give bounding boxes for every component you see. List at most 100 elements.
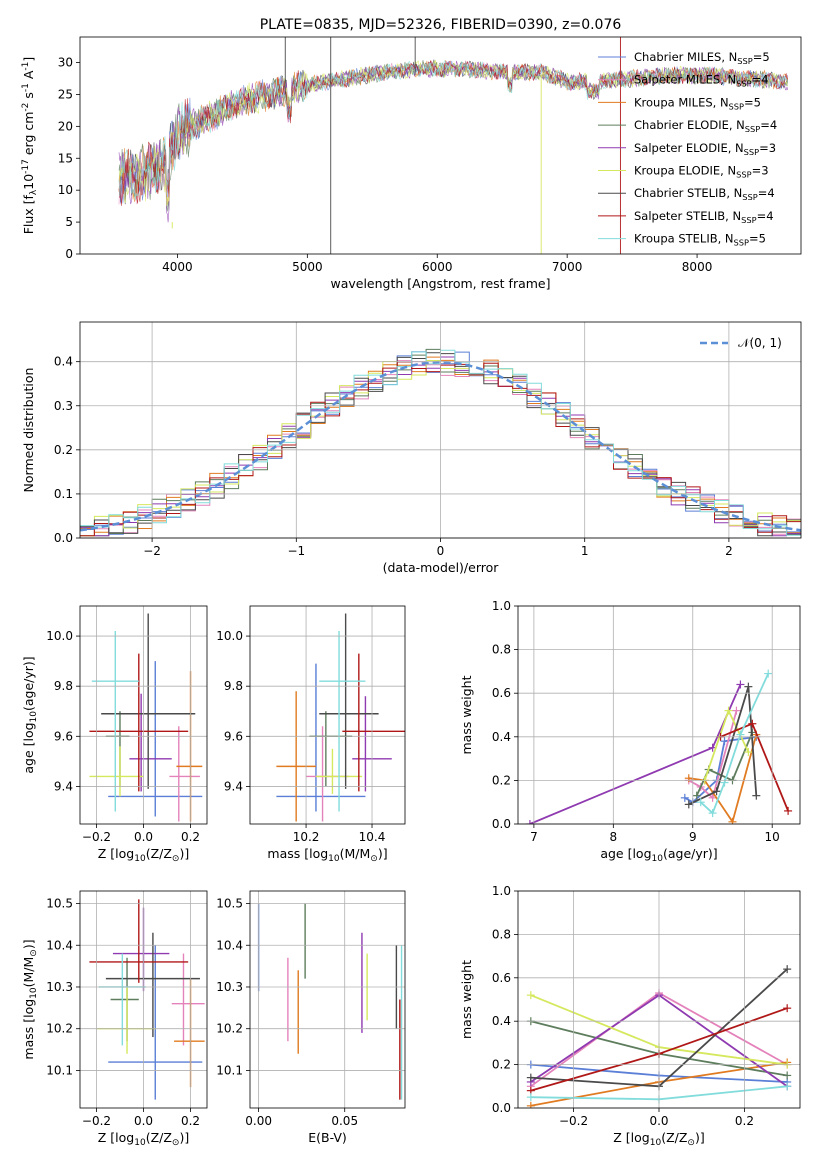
age-vs-metallicity-panel: −0.2 0.0 0.2 9.4 9.6 9.8 10.0 Z [log10(Z/Z⊙)] ag… [21, 605, 208, 864]
x-axis-label: wavelength [Angstrom, rest frame] [330, 276, 550, 291]
x-tick-label: −2 [143, 544, 161, 558]
x-tick-label: 0.0 [134, 1114, 153, 1128]
y-tick-label: 10.1 [216, 1063, 243, 1077]
x-tick-label: −0.2 [82, 1114, 111, 1128]
y-tick-label: 1.0 [492, 599, 511, 613]
plot-area: 0.00 0.05 10.1 10.2 10.3 10.4 10.5 E(B-V) [216, 890, 406, 1145]
y-tick-label: 0.6 [492, 686, 511, 700]
x-axis-label: (data-model)/error [383, 560, 500, 575]
legend-label: Salpeter ELODIE, NSSP=3 [634, 141, 776, 157]
plot-area: 7 8 9 10 0.0 0.2 0.4 0.6 0.8 1.0 age [log10(age/yr… [459, 599, 801, 864]
y-axis-label: Flux [fλ10-17 erg cm-2 s-1 A-1] [21, 57, 39, 235]
x-tick-label: 0.00 [245, 1114, 272, 1128]
x-tick-label: 9 [689, 830, 697, 844]
y-axis-label: mass weight [459, 675, 474, 754]
x-tick-label: 0.05 [331, 1114, 358, 1128]
spectrum-line [118, 59, 788, 207]
x-tick-label: 7000 [552, 260, 583, 274]
y-tick-label: 0.4 [492, 730, 511, 744]
y-tick-label: 10.0 [46, 629, 73, 643]
x-tick-label: 8000 [682, 260, 713, 274]
x-tick-label: 10.2 [293, 830, 320, 844]
massweight-vs-age-panel: 7 8 9 10 0.0 0.2 0.4 0.6 0.8 1.0 age [log10(age/yr… [459, 599, 801, 864]
y-tick-label: 25 [58, 87, 73, 101]
y-tick-label: 30 [58, 56, 73, 70]
residuals-panel: −2 −1 0 1 2 0.0 0.1 0.2 0.3 0.4 (data-model)/error… [21, 321, 802, 575]
y-tick-label: 9.4 [54, 779, 73, 793]
x-axis-label: age [log10(age/yr)] [600, 846, 717, 864]
data-layer [89, 613, 203, 822]
legend-label: 𝒩(0, 1) [738, 336, 782, 350]
x-axis-label: Z [log10(Z/Z⊙)] [98, 1130, 189, 1148]
spectrum-line [118, 60, 788, 201]
y-tick-label: 15 [58, 151, 73, 165]
y-tick-label: 0.3 [54, 399, 73, 413]
y-tick-label: 0.0 [492, 1101, 511, 1115]
age-vs-mass-panel: 10.2 10.4 9.4 9.6 9.8 10.0 mass [log10(M/M⊙)] [216, 605, 406, 864]
spectrum-panel: 4000 5000 6000 7000 8000 0 5 10 15 20 25 30 waveleng… [21, 17, 802, 291]
massweight-vs-metallicity-panel: −0.2 0.0 0.2 0.0 0.2 0.4 0.6 0.8 1.0 Z [log10(Z/Z… [459, 884, 801, 1148]
chart-title: PLATE=0835, MJD=52326, FIBERID=0390, z=0… [260, 17, 622, 33]
x-axis-label: Z [log10(Z/Z⊙)] [98, 846, 189, 864]
legend-label: Kroupa ELODIE, NSSP=3 [634, 164, 769, 180]
y-tick-label: 10.5 [216, 897, 243, 911]
x-tick-label: 5000 [292, 260, 323, 274]
y-tick-label: 9.4 [224, 779, 243, 793]
x-tick-label: 0.2 [181, 1114, 200, 1128]
x-tick-label: −0.2 [559, 1114, 588, 1128]
y-tick-label: 9.8 [224, 679, 243, 693]
x-tick-label: 0.0 [649, 1114, 668, 1128]
mass-vs-ebv-panel: 0.00 0.05 10.1 10.2 10.3 10.4 10.5 E(B-V) [216, 890, 406, 1145]
mass-weight-line [700, 673, 770, 815]
y-tick-label: 10.0 [216, 629, 243, 643]
data-layer [276, 613, 405, 822]
y-tick-label: 10.4 [46, 938, 73, 952]
mass-weight-line [688, 734, 758, 824]
y-tick-label: 5 [65, 215, 73, 229]
y-tick-label: 10.3 [216, 980, 243, 994]
x-tick-label: 0.2 [735, 1114, 754, 1128]
x-tick-label: 10 [765, 830, 780, 844]
y-tick-label: 0.6 [492, 971, 511, 985]
axes-frame [249, 890, 406, 1109]
y-tick-label: 0.4 [492, 1014, 511, 1028]
x-axis-label: mass [log10(M/M⊙)] [267, 846, 387, 864]
y-tick-label: 0.4 [54, 355, 73, 369]
y-tick-label: 10.3 [46, 980, 73, 994]
y-tick-label: 0 [65, 247, 73, 261]
legend-label: Chabrier ELODIE, NSSP=4 [634, 118, 777, 134]
y-tick-label: 10.2 [46, 1022, 73, 1036]
y-axis-label: age [log10(age/yr)] [21, 656, 39, 773]
y-tick-label: 0.8 [492, 643, 511, 657]
legend: 𝒩(0, 1) [700, 336, 782, 350]
x-tick-label: 0 [437, 544, 445, 558]
mass-weight-line [688, 686, 758, 806]
plot-area: 10.2 10.4 9.4 9.6 9.8 10.0 mass [log10(M/M⊙)] [216, 605, 406, 864]
y-axis-label: Normed distribution [21, 368, 36, 493]
legend-label: Salpeter STELIB, NSSP=4 [634, 209, 774, 225]
plot-area: −0.2 0.0 0.2 9.4 9.6 9.8 10.0 Z [log10(Z/Z⊙)] ag… [21, 605, 208, 864]
axes-frame [517, 890, 801, 1109]
y-axis-label: mass weight [459, 960, 474, 1039]
axes-frame [79, 36, 802, 255]
data-layer [89, 899, 205, 1100]
x-tick-label: 4000 [162, 260, 193, 274]
y-tick-label: 9.8 [54, 679, 73, 693]
mass-weight-line [529, 684, 742, 824]
y-tick-label: 0.0 [54, 531, 73, 545]
y-tick-label: 1.0 [492, 884, 511, 898]
legend-label: Kroupa STELIB, NSSP=5 [634, 232, 766, 248]
axes-frame [249, 605, 406, 825]
y-tick-label: 10 [58, 183, 73, 197]
x-tick-label: 2 [725, 544, 733, 558]
y-tick-label: 0.2 [492, 1058, 511, 1072]
y-tick-label: 10.1 [46, 1063, 73, 1077]
axes-frame [79, 605, 208, 825]
x-tick-label: 0.2 [181, 830, 200, 844]
axes-frame [79, 321, 802, 539]
x-tick-label: 0.0 [134, 830, 153, 844]
y-tick-label: 0.2 [492, 773, 511, 787]
legend-label: Salpeter MILES, NSSP=4 [634, 73, 769, 89]
data-layer [118, 37, 788, 254]
